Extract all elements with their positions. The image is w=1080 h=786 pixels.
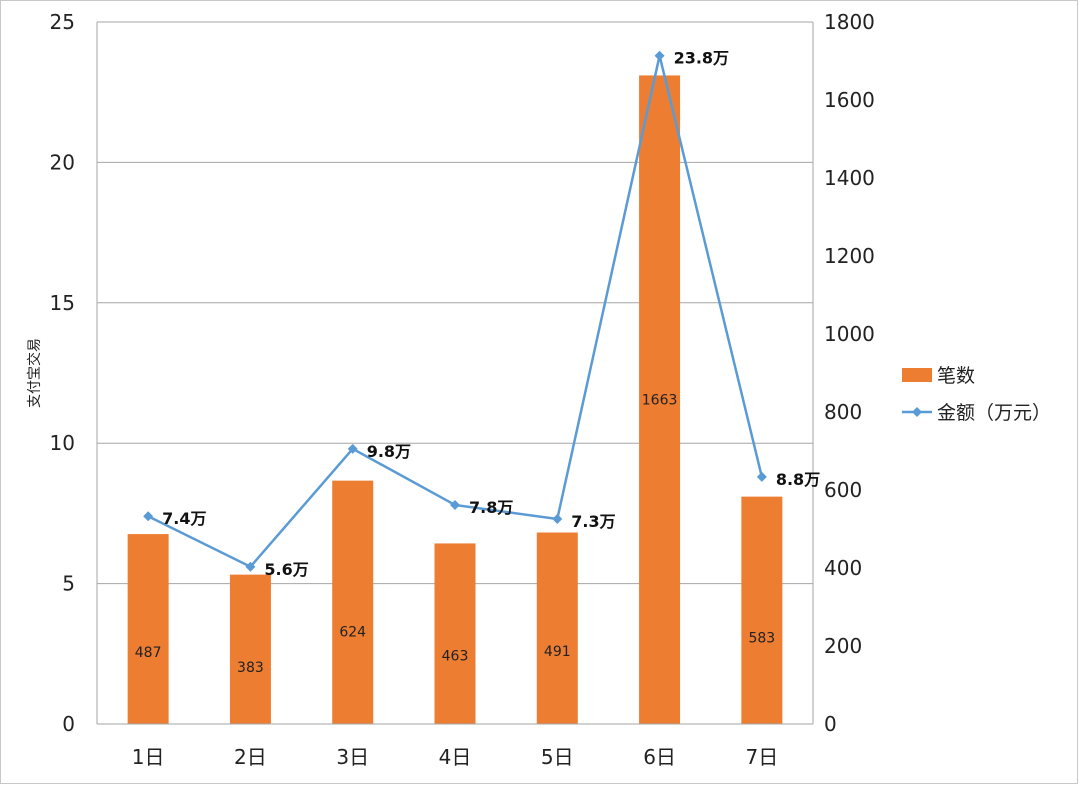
line-value-label: 23.8万 (674, 49, 729, 68)
legend-bar-swatch (902, 368, 932, 382)
x-tick-label: 5日 (541, 745, 574, 769)
bar (537, 533, 578, 724)
left-tick-label: 10 (50, 431, 75, 455)
right-tick-label: 1400 (824, 166, 875, 190)
line-point-marker (552, 514, 562, 524)
right-tick-label: 1800 (824, 10, 875, 34)
line-value-label: 8.8万 (776, 470, 820, 489)
x-tick-label: 1日 (132, 745, 165, 769)
bar-value-label: 491 (544, 644, 571, 660)
bar (741, 497, 782, 724)
bar-value-label: 1663 (642, 393, 678, 409)
x-tick-label: 4日 (439, 745, 472, 769)
right-tick-label: 800 (824, 400, 862, 424)
legend-line-marker (912, 407, 922, 417)
line-value-label: 5.6万 (264, 560, 308, 579)
right-tick-label: 600 (824, 478, 862, 502)
line-value-label: 9.8万 (367, 442, 411, 461)
x-tick-label: 2日 (234, 745, 267, 769)
line-value-label: 7.8万 (469, 498, 513, 517)
bar-value-label: 383 (237, 660, 264, 676)
left-tick-label: 25 (50, 10, 75, 34)
right-tick-label: 1600 (824, 88, 875, 112)
x-tick-label: 3日 (336, 745, 369, 769)
legend-line-label: 金额（万元） (937, 402, 1051, 424)
right-tick-label: 0 (824, 712, 837, 736)
line-point-marker (143, 511, 153, 521)
bar-value-label: 624 (339, 625, 366, 641)
bar (435, 543, 476, 724)
x-tick-label: 6日 (643, 745, 676, 769)
bar-value-label: 463 (442, 648, 469, 664)
line-value-label: 7.3万 (571, 512, 615, 531)
right-tick-label: 400 (824, 556, 862, 580)
line-point-marker (655, 51, 665, 61)
x-tick-label: 7日 (745, 745, 778, 769)
left-tick-label: 20 (50, 150, 75, 174)
grid-lines (97, 22, 813, 584)
line-point-marker (450, 500, 460, 510)
left-tick-label: 15 (50, 291, 75, 315)
bar (128, 534, 169, 724)
right-tick-label: 200 (824, 634, 862, 658)
line-point-marker (757, 472, 767, 482)
line-value-label: 7.4万 (162, 509, 206, 528)
bar (230, 575, 271, 724)
bar-series (128, 75, 783, 724)
left-tick-label: 0 (62, 712, 75, 736)
left-axis-title: 支付宝交易 (26, 338, 43, 408)
right-tick-label: 1000 (824, 322, 875, 346)
bar (332, 481, 373, 724)
legend-bar-label: 笔数 (937, 365, 975, 387)
bar-value-label: 487 (135, 645, 162, 661)
bar-value-label: 583 (748, 631, 775, 647)
left-tick-label: 5 (62, 572, 75, 596)
right-tick-label: 1200 (824, 244, 875, 268)
